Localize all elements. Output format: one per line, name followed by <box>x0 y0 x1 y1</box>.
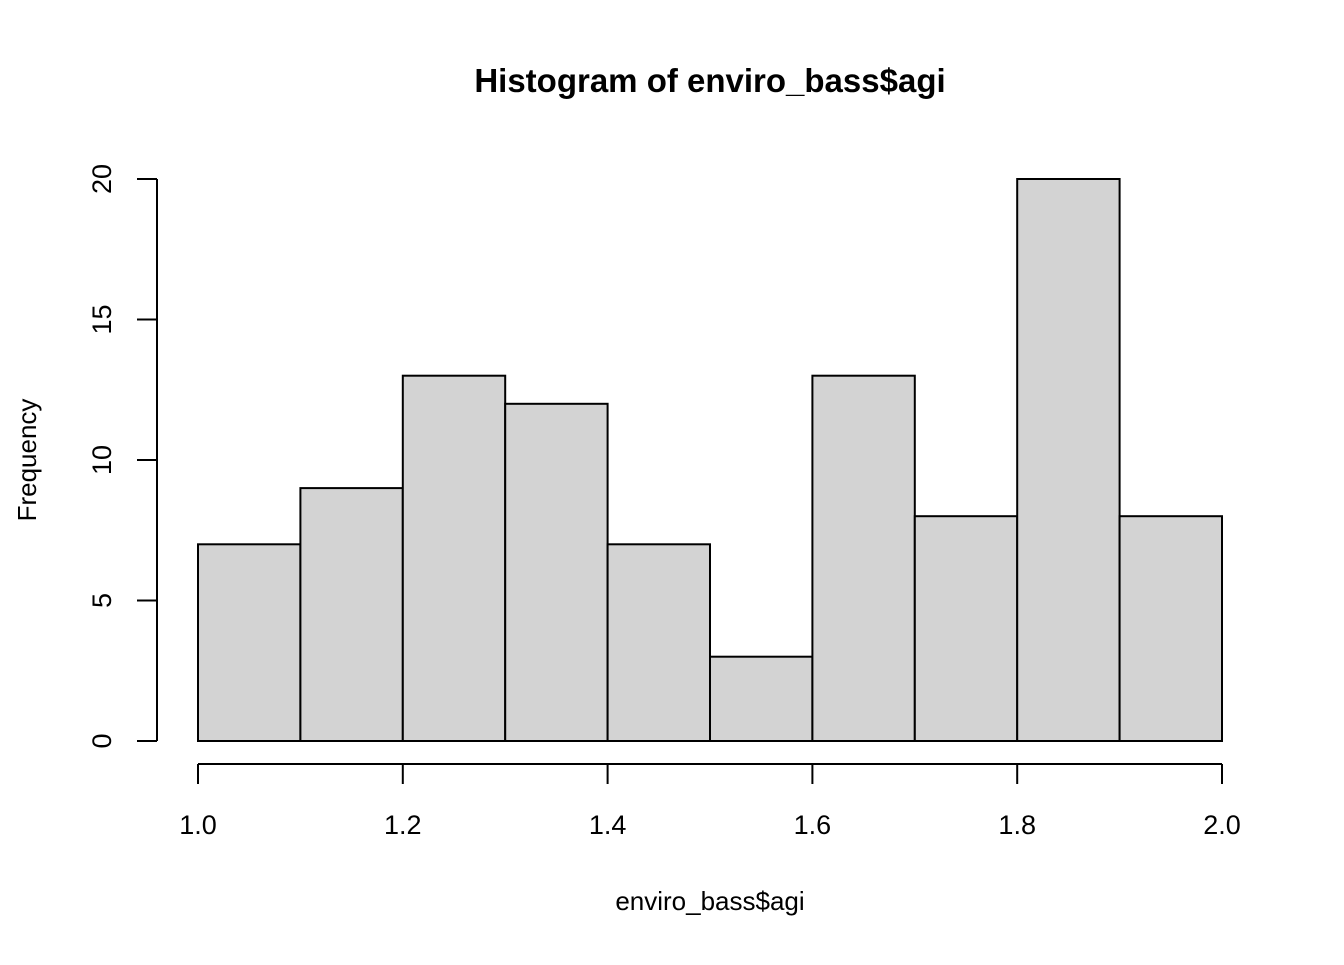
x-tick-label: 1.6 <box>794 810 832 840</box>
histogram-bar-3 <box>401 374 507 742</box>
histogram-bar-8 <box>913 515 1019 743</box>
histogram-bar-5 <box>606 543 711 742</box>
y-tick-label: 10 <box>87 445 117 475</box>
histogram-bar-2 <box>299 487 404 742</box>
x-tick-label: 1.8 <box>998 810 1036 840</box>
y-tick-label: 5 <box>87 593 117 608</box>
x-axis-label: enviro_bass$agi <box>615 886 804 916</box>
chart-title: Histogram of enviro_bass$agi <box>474 62 945 99</box>
y-axis-label: Frequency <box>12 399 42 522</box>
histogram-bar-10 <box>1118 515 1223 743</box>
y-tick-label: 20 <box>87 164 117 194</box>
x-tick-label: 1.4 <box>589 810 627 840</box>
histogram-bar-6 <box>709 655 814 743</box>
histogram-bar-7 <box>811 374 916 742</box>
histogram-bar-4 <box>504 402 609 742</box>
y-axis: 0 5 10 15 20 <box>87 164 158 749</box>
y-tick-label: 15 <box>87 304 117 334</box>
histogram-bar-9 <box>1016 178 1121 742</box>
x-axis: 1.0 1.2 1.4 1.6 1.8 2.0 <box>179 763 1241 840</box>
bars-group <box>197 178 1223 743</box>
x-tick-label: 1.2 <box>384 810 422 840</box>
histogram-bar-1 <box>197 543 302 742</box>
y-tick-label: 0 <box>87 733 117 748</box>
x-tick-label: 1.0 <box>179 810 217 840</box>
x-tick-label: 2.0 <box>1203 810 1241 840</box>
